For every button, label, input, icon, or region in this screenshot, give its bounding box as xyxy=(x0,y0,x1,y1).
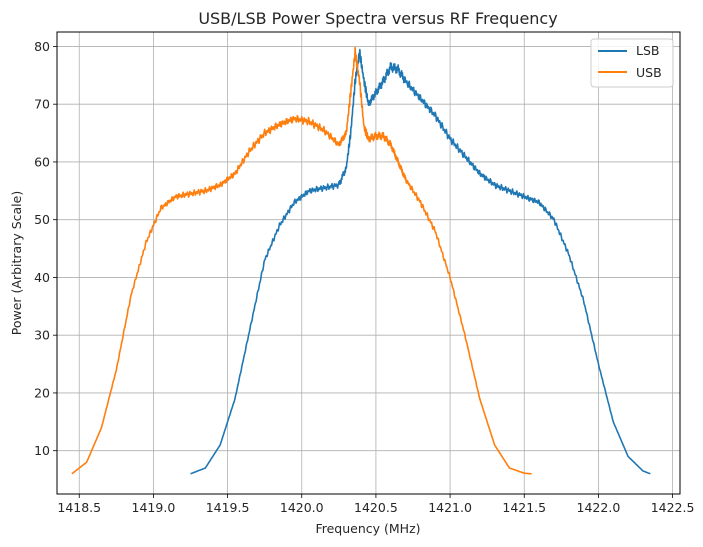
series-layer xyxy=(71,46,651,475)
x-tick-label: 1420.0 xyxy=(280,500,324,515)
x-tick-label: 1419.5 xyxy=(206,500,250,515)
legend: LSB USB xyxy=(590,38,674,88)
x-axis-ticks: 1418.5 1419.0 1419.5 1420.0 1420.5 1421.0 1421… xyxy=(57,494,694,515)
x-tick-label: 1418.5 xyxy=(57,500,101,515)
y-tick-label: 40 xyxy=(34,270,50,285)
x-tick-label: 1419.0 xyxy=(132,500,176,515)
y-tick-label: 20 xyxy=(34,385,50,400)
y-axis-ticks: 10 20 30 40 50 60 70 80 xyxy=(34,39,57,458)
y-tick-label: 60 xyxy=(34,154,50,169)
chart-title: USB/LSB Power Spectra versus RF Frequenc… xyxy=(198,9,557,28)
x-tick-label: 1422.0 xyxy=(577,500,621,515)
y-tick-label: 80 xyxy=(34,39,50,54)
x-tick-label: 1422.5 xyxy=(651,500,695,515)
x-tick-label: 1420.5 xyxy=(354,500,398,515)
x-axis-title: Frequency (MHz) xyxy=(315,521,420,536)
x-tick-label: 1421.0 xyxy=(428,500,472,515)
legend-label-lsb: LSB xyxy=(636,43,659,58)
series-line-usb xyxy=(71,46,533,475)
x-tick-label: 1421.5 xyxy=(502,500,546,515)
plot-frame xyxy=(56,31,681,495)
y-tick-label: 70 xyxy=(34,97,50,112)
y-tick-label: 30 xyxy=(34,328,50,343)
legend-label-usb: USB xyxy=(636,65,662,80)
y-axis-title: Power (Arbitrary Scale) xyxy=(9,191,24,335)
y-tick-label: 50 xyxy=(34,212,50,227)
y-tick-label: 10 xyxy=(34,443,50,458)
series-line-lsb xyxy=(190,48,651,475)
